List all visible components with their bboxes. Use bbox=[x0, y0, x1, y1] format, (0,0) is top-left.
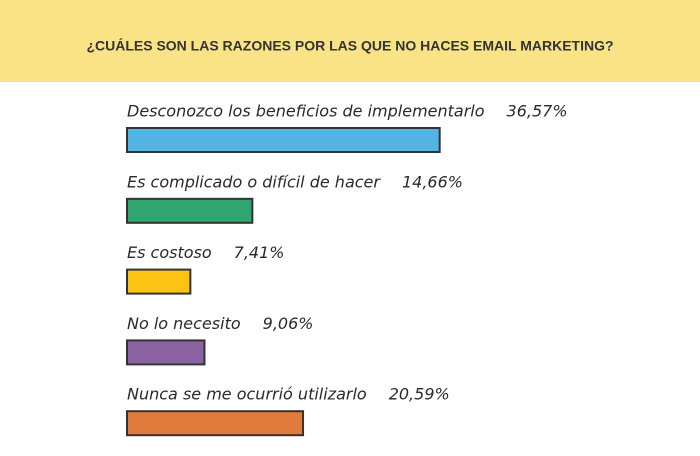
category-label: Es costoso bbox=[127, 243, 212, 262]
value-label: 7,41% bbox=[234, 243, 285, 262]
bar bbox=[126, 268, 192, 295]
category-label: Es complicado o difícil de hacer bbox=[127, 172, 381, 191]
category-label: Nunca se me ocurrió utilizarlo bbox=[127, 385, 367, 404]
bar bbox=[126, 197, 254, 224]
category-label: Desconozco los beneficios de implementar… bbox=[127, 102, 485, 121]
category-label: No lo necesito bbox=[127, 314, 241, 333]
header-band bbox=[0, 0, 700, 82]
value-label: 36,57% bbox=[507, 102, 568, 121]
value-label: 14,66% bbox=[402, 172, 463, 191]
bar bbox=[126, 410, 305, 437]
value-label: 20,59% bbox=[389, 385, 450, 404]
bar bbox=[126, 339, 206, 366]
value-label: 9,06% bbox=[263, 314, 314, 333]
bar bbox=[126, 127, 441, 153]
chart-title: ¿CUÁLES SON LAS RAZONES POR LAS QUE NO H… bbox=[86, 38, 613, 54]
